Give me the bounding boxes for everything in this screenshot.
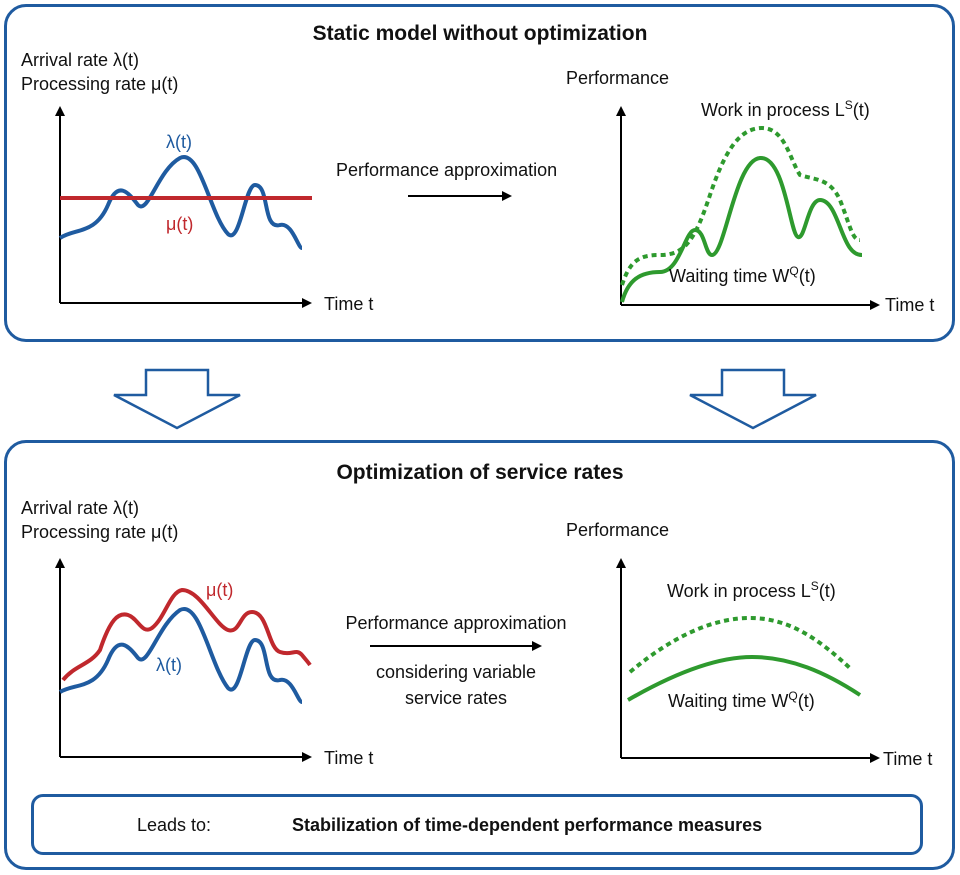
top-wait-label: Waiting time WQ(t) xyxy=(669,264,816,286)
bottom-left-axes xyxy=(55,558,312,762)
leads-to-text: Stabilization of time-dependent performa… xyxy=(292,815,763,835)
top-left-axes xyxy=(55,106,312,308)
top-panel-title: Static model without optimization xyxy=(312,22,648,45)
top-right-x-label: Time t xyxy=(885,295,935,315)
bottom-middle-label-1: Performance approximation xyxy=(345,613,567,633)
top-right-axes xyxy=(616,106,880,310)
bottom-left-x-label: Time t xyxy=(324,748,374,768)
top-lambda-label: λ(t) xyxy=(166,132,192,152)
top-mu-label: μ(t) xyxy=(166,214,194,234)
bottom-right-y-label: Performance xyxy=(566,520,670,540)
leads-to-prefix: Leads to: xyxy=(137,815,212,835)
top-right-y-label: Performance xyxy=(566,68,670,88)
down-arrow-right xyxy=(689,368,817,430)
bottom-wait-label: Waiting time WQ(t) xyxy=(668,689,815,711)
top-wip-label: Work in process LS(t) xyxy=(701,98,870,120)
top-left-y-label-2: Processing rate μ(t) xyxy=(21,74,179,94)
bottom-panel-title: Optimization of service rates xyxy=(336,461,624,484)
bottom-right-x-label: Time t xyxy=(883,749,933,769)
bottom-lambda-curve xyxy=(58,607,304,704)
bottom-left-y-label-1: Arrival rate λ(t) xyxy=(21,498,140,518)
top-middle-label: Performance approximation xyxy=(336,160,558,180)
bottom-lambda-label: λ(t) xyxy=(156,655,182,675)
bottom-panel xyxy=(4,440,955,870)
bottom-wait-curve xyxy=(627,654,862,702)
bottom-right-axes xyxy=(616,558,880,763)
bottom-wip-label: Work in process LS(t) xyxy=(667,579,836,601)
bottom-mu-label: μ(t) xyxy=(206,580,234,600)
top-left-y-label-1: Arrival rate λ(t) xyxy=(21,50,140,70)
bottom-mu-curve xyxy=(61,587,312,682)
leads-to-box xyxy=(31,794,923,855)
bottom-middle-label-2: considering variable xyxy=(375,662,537,682)
bottom-left-y-label-2: Processing rate μ(t) xyxy=(21,522,179,542)
bottom-middle-label-3: service rates xyxy=(404,688,508,708)
top-wait-curve xyxy=(620,156,863,303)
bottom-wip-curve xyxy=(628,615,854,674)
down-arrow-left xyxy=(113,368,241,430)
top-wip-curve xyxy=(620,125,861,286)
top-left-x-label: Time t xyxy=(324,294,374,314)
